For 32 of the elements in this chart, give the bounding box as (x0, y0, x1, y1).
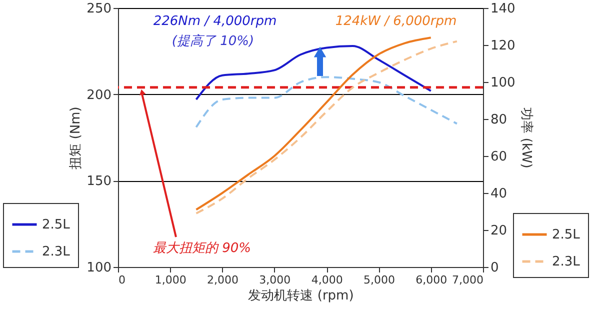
x-axis-title: 发动机转速 (rpm) (248, 288, 354, 304)
legend-label: 2.5L (42, 218, 71, 232)
y-tick-label: 200 (86, 88, 112, 103)
y2-tick-label: 100 (490, 76, 516, 90)
y2-tick-label: 120 (490, 38, 516, 54)
y-axis-title: 扭矩 (Nm) (68, 106, 84, 170)
annotation: 最大扭矩的 90% (152, 241, 252, 256)
x-tick-label: 0 (118, 274, 126, 286)
y2-tick-label: 20 (490, 224, 508, 238)
x-tick-label: 6,000 (416, 274, 448, 286)
annotation: 226Nm / 4,000rpm (153, 14, 277, 29)
x-tick-label: 2,000 (207, 274, 239, 286)
legend-label: 2.5L (552, 228, 581, 242)
x-tick-label: 4,000 (311, 274, 343, 286)
y2-tick-label: 140 (490, 2, 516, 16)
line-series (195, 76, 458, 128)
y2-tick-label: 0 (490, 260, 499, 276)
y2-tick-label: 60 (490, 150, 508, 164)
y2-tick-label: 40 (490, 186, 508, 202)
annotation: 124kW / 6,000rpm (335, 14, 457, 29)
y-tick-label: 250 (86, 2, 112, 16)
y2-axis-title: 功率 (kW) (518, 108, 534, 168)
y-tick-label: 100 (86, 260, 112, 276)
legend-label: 2.3L (42, 244, 71, 260)
x-tick-label: 7,000 (452, 274, 484, 286)
annotation: (提高了 10%) (172, 33, 254, 49)
x-tick-label: 3,000 (259, 274, 291, 286)
y2-tick-label: 80 (490, 112, 508, 128)
x-tick-label: 1,000 (154, 274, 186, 286)
legend-label: 2.3L (552, 254, 581, 270)
y-tick-label: 150 (86, 174, 112, 190)
x-tick-label: 5,000 (363, 274, 395, 286)
